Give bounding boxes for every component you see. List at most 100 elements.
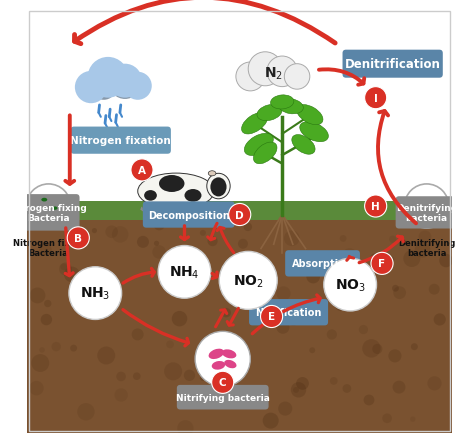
Ellipse shape [416, 198, 429, 207]
Text: N$_2$: N$_2$ [264, 66, 283, 82]
Circle shape [177, 420, 193, 434]
Circle shape [276, 286, 291, 301]
Text: Nitrogen fixing
Bacteria: Nitrogen fixing Bacteria [10, 203, 87, 223]
Circle shape [340, 236, 346, 242]
Circle shape [133, 372, 141, 380]
Circle shape [410, 416, 416, 422]
Ellipse shape [257, 105, 282, 122]
Ellipse shape [138, 174, 214, 210]
Text: B: B [74, 233, 82, 243]
Ellipse shape [222, 349, 237, 358]
Text: Denitrifying
bacteria: Denitrifying bacteria [396, 203, 457, 223]
Ellipse shape [212, 361, 225, 370]
Circle shape [309, 348, 315, 353]
Circle shape [387, 256, 394, 263]
Text: Decomposition: Decomposition [148, 210, 229, 220]
Circle shape [158, 246, 211, 299]
FancyBboxPatch shape [27, 202, 452, 221]
Circle shape [114, 388, 128, 402]
Circle shape [429, 284, 440, 295]
Circle shape [60, 264, 67, 270]
Text: I: I [374, 93, 378, 103]
Circle shape [31, 354, 49, 372]
Circle shape [64, 267, 80, 283]
Ellipse shape [224, 360, 237, 368]
Circle shape [392, 285, 399, 292]
Circle shape [112, 227, 128, 243]
Circle shape [296, 377, 309, 390]
Circle shape [236, 63, 265, 92]
Text: Absorption: Absorption [292, 259, 353, 269]
Ellipse shape [159, 176, 184, 193]
Circle shape [124, 72, 152, 101]
Text: F: F [378, 259, 386, 269]
Circle shape [372, 344, 383, 354]
Circle shape [363, 283, 376, 296]
Circle shape [132, 329, 144, 341]
Text: Nitrogen fixation: Nitrogen fixation [70, 136, 171, 146]
Circle shape [284, 231, 300, 247]
Circle shape [108, 65, 142, 99]
Circle shape [434, 314, 446, 326]
Ellipse shape [292, 135, 315, 155]
Ellipse shape [297, 105, 323, 125]
Ellipse shape [424, 208, 436, 215]
Circle shape [364, 395, 374, 405]
FancyBboxPatch shape [396, 197, 458, 229]
Circle shape [154, 220, 165, 231]
Circle shape [389, 236, 396, 243]
Ellipse shape [144, 191, 157, 201]
Circle shape [295, 269, 301, 275]
Text: NH$_3$: NH$_3$ [80, 285, 110, 302]
Circle shape [343, 384, 351, 393]
Circle shape [362, 339, 381, 358]
Text: C: C [219, 378, 227, 388]
Circle shape [365, 87, 387, 109]
Circle shape [52, 342, 61, 352]
Circle shape [288, 314, 300, 326]
Circle shape [219, 252, 277, 309]
Circle shape [415, 243, 430, 258]
Circle shape [342, 249, 357, 263]
Text: Nitrifying bacteria: Nitrifying bacteria [176, 393, 270, 402]
Circle shape [59, 263, 72, 276]
FancyBboxPatch shape [177, 385, 269, 410]
Circle shape [116, 372, 126, 381]
Circle shape [404, 184, 449, 229]
Circle shape [267, 57, 298, 87]
Circle shape [92, 228, 97, 233]
Ellipse shape [46, 206, 59, 215]
Ellipse shape [242, 113, 268, 135]
Circle shape [392, 381, 405, 394]
Ellipse shape [172, 203, 189, 213]
Text: E: E [268, 312, 275, 322]
Circle shape [137, 236, 149, 248]
Circle shape [439, 254, 453, 268]
FancyBboxPatch shape [71, 127, 171, 155]
Ellipse shape [244, 134, 273, 156]
Circle shape [200, 230, 206, 237]
Circle shape [208, 237, 218, 247]
Circle shape [88, 58, 128, 99]
Text: NH$_4$: NH$_4$ [169, 264, 200, 280]
Circle shape [71, 288, 86, 304]
Circle shape [293, 387, 299, 393]
Circle shape [221, 308, 231, 318]
Circle shape [166, 341, 174, 349]
Circle shape [306, 270, 320, 284]
Circle shape [152, 246, 166, 259]
Text: NO$_2$: NO$_2$ [233, 273, 264, 289]
Text: NO$_3$: NO$_3$ [335, 277, 365, 293]
Ellipse shape [52, 207, 57, 210]
Circle shape [212, 372, 234, 394]
Circle shape [255, 271, 265, 281]
Ellipse shape [208, 171, 216, 177]
Circle shape [164, 362, 182, 381]
Ellipse shape [184, 190, 201, 202]
FancyBboxPatch shape [249, 299, 328, 326]
Ellipse shape [278, 99, 303, 115]
Circle shape [131, 159, 153, 181]
Circle shape [69, 267, 122, 320]
Circle shape [248, 53, 282, 86]
FancyBboxPatch shape [27, 10, 452, 215]
